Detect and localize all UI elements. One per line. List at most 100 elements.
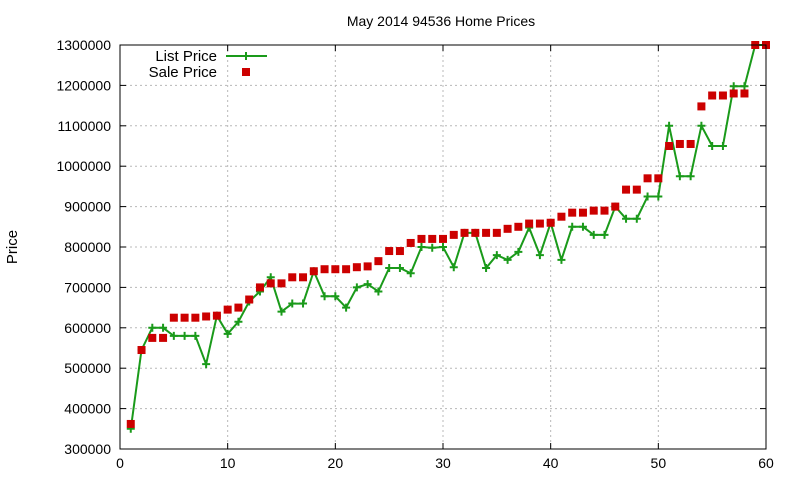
list-price-point: [180, 331, 189, 340]
y-tick-label: 1200000: [56, 77, 111, 93]
list-price-point: [697, 121, 706, 130]
list-price-point: [708, 142, 717, 150]
list-price-point: [417, 243, 426, 251]
sale-price-point: [729, 89, 738, 98]
sale-price-point: [643, 174, 652, 183]
x-tick-label: 20: [328, 455, 344, 471]
x-tick-label: 10: [220, 455, 236, 471]
list-price-point: [159, 323, 168, 332]
list-price-line: [129, 44, 766, 429]
sale-price-point: [234, 303, 243, 312]
sale-price-point: [557, 212, 566, 221]
list-price-point: [449, 263, 458, 272]
sale-price-point: [525, 219, 534, 228]
list-price-point: [718, 142, 727, 150]
legend-sale-price-swatch: [242, 68, 250, 76]
list-price-point: [234, 317, 243, 326]
list-price-point: [578, 222, 587, 231]
sale-price-point: [578, 208, 587, 217]
sale-price-point: [708, 91, 717, 100]
list-price-point: [622, 214, 631, 223]
sale-price-point: [665, 142, 674, 150]
y-tick-label: 700000: [64, 279, 111, 295]
sale-price-point: [740, 89, 749, 98]
legend-sale-price-label: Sale Price: [149, 64, 217, 81]
y-tick-label: 300000: [64, 441, 111, 457]
sale-price-point: [191, 313, 200, 322]
y-axis-title: Price: [4, 230, 21, 264]
sale-price-point: [342, 265, 351, 274]
list-price-point: [600, 230, 609, 239]
x-tick-label: 40: [543, 455, 559, 471]
sale-price-point: [202, 312, 211, 321]
sale-price-point: [686, 139, 695, 148]
sale-price-point: [406, 238, 415, 247]
sale-price-point: [428, 234, 437, 243]
list-price-point: [632, 214, 641, 223]
sale-price-point: [439, 234, 447, 243]
list-price-point: [385, 264, 394, 273]
list-price-point: [277, 307, 286, 316]
legend-list-price-swatch: [226, 52, 267, 60]
list-price-point: [568, 222, 577, 231]
sale-price-point: [137, 346, 146, 355]
list-price-point: [202, 360, 211, 369]
y-tick-label: 500000: [64, 360, 111, 376]
list-price-point: [643, 192, 652, 201]
sale-price-point: [180, 313, 189, 322]
list-price-point: [352, 283, 361, 292]
y-tick-label: 600000: [64, 320, 111, 336]
list-price-point: [729, 82, 738, 91]
sale-price-point: [266, 279, 275, 288]
list-price-point: [686, 172, 695, 181]
sale-price-point: [277, 279, 286, 288]
list-price-point: [482, 264, 491, 273]
sale-price-point: [417, 234, 426, 243]
tick-layer: 0 10 20 30 40 50 60 300000 400000 500000 600000 700…: [56, 37, 774, 471]
list-price-point: [288, 299, 297, 308]
sale-price-point: [482, 228, 491, 237]
sale-price-point: [471, 228, 480, 237]
list-price-point: [439, 243, 447, 251]
list-price-point: [169, 331, 178, 340]
sale-price-point: [212, 311, 221, 320]
sale-price-point: [320, 265, 329, 274]
legend-sale-price-marker: [242, 68, 250, 76]
sale-price-point: [654, 174, 663, 183]
list-price-point: [223, 329, 232, 338]
sale-price-point: [449, 230, 458, 239]
sale-price-point: [352, 263, 361, 272]
x-tick-label: 50: [651, 455, 667, 471]
list-price-point: [492, 251, 501, 260]
sale-price-point: [299, 273, 308, 282]
sale-price-point: [255, 283, 264, 292]
list-price-point: [503, 255, 512, 264]
sale-price-point: [363, 262, 372, 271]
sale-price-point: [126, 419, 135, 428]
legend-list-price-marker: [242, 52, 250, 60]
x-tick-label: 60: [758, 455, 774, 471]
list-price-point: [331, 292, 340, 301]
list-price-point: [374, 287, 383, 296]
sale-price-point: [385, 247, 394, 256]
y-tick-label: 1300000: [56, 37, 111, 53]
sale-price-point: [169, 313, 178, 322]
y-tick-label: 400000: [64, 401, 111, 417]
x-tick-label: 30: [435, 455, 451, 471]
list-price-point: [514, 247, 523, 256]
list-price-point: [342, 303, 351, 312]
legend-list-price-label: List Price: [155, 48, 217, 65]
sale-price-point: [159, 333, 168, 342]
sale-price-point: [611, 202, 620, 211]
sale-price-point: [675, 139, 684, 148]
sale-price-point: [622, 185, 631, 194]
list-price-point: [740, 82, 749, 91]
list-price-point: [428, 243, 437, 252]
sale-price-point: [535, 219, 544, 228]
sale-price-point: [492, 228, 501, 237]
list-price-point: [665, 121, 674, 130]
sale-price-point: [395, 247, 404, 256]
sale-price-point: [245, 295, 254, 304]
